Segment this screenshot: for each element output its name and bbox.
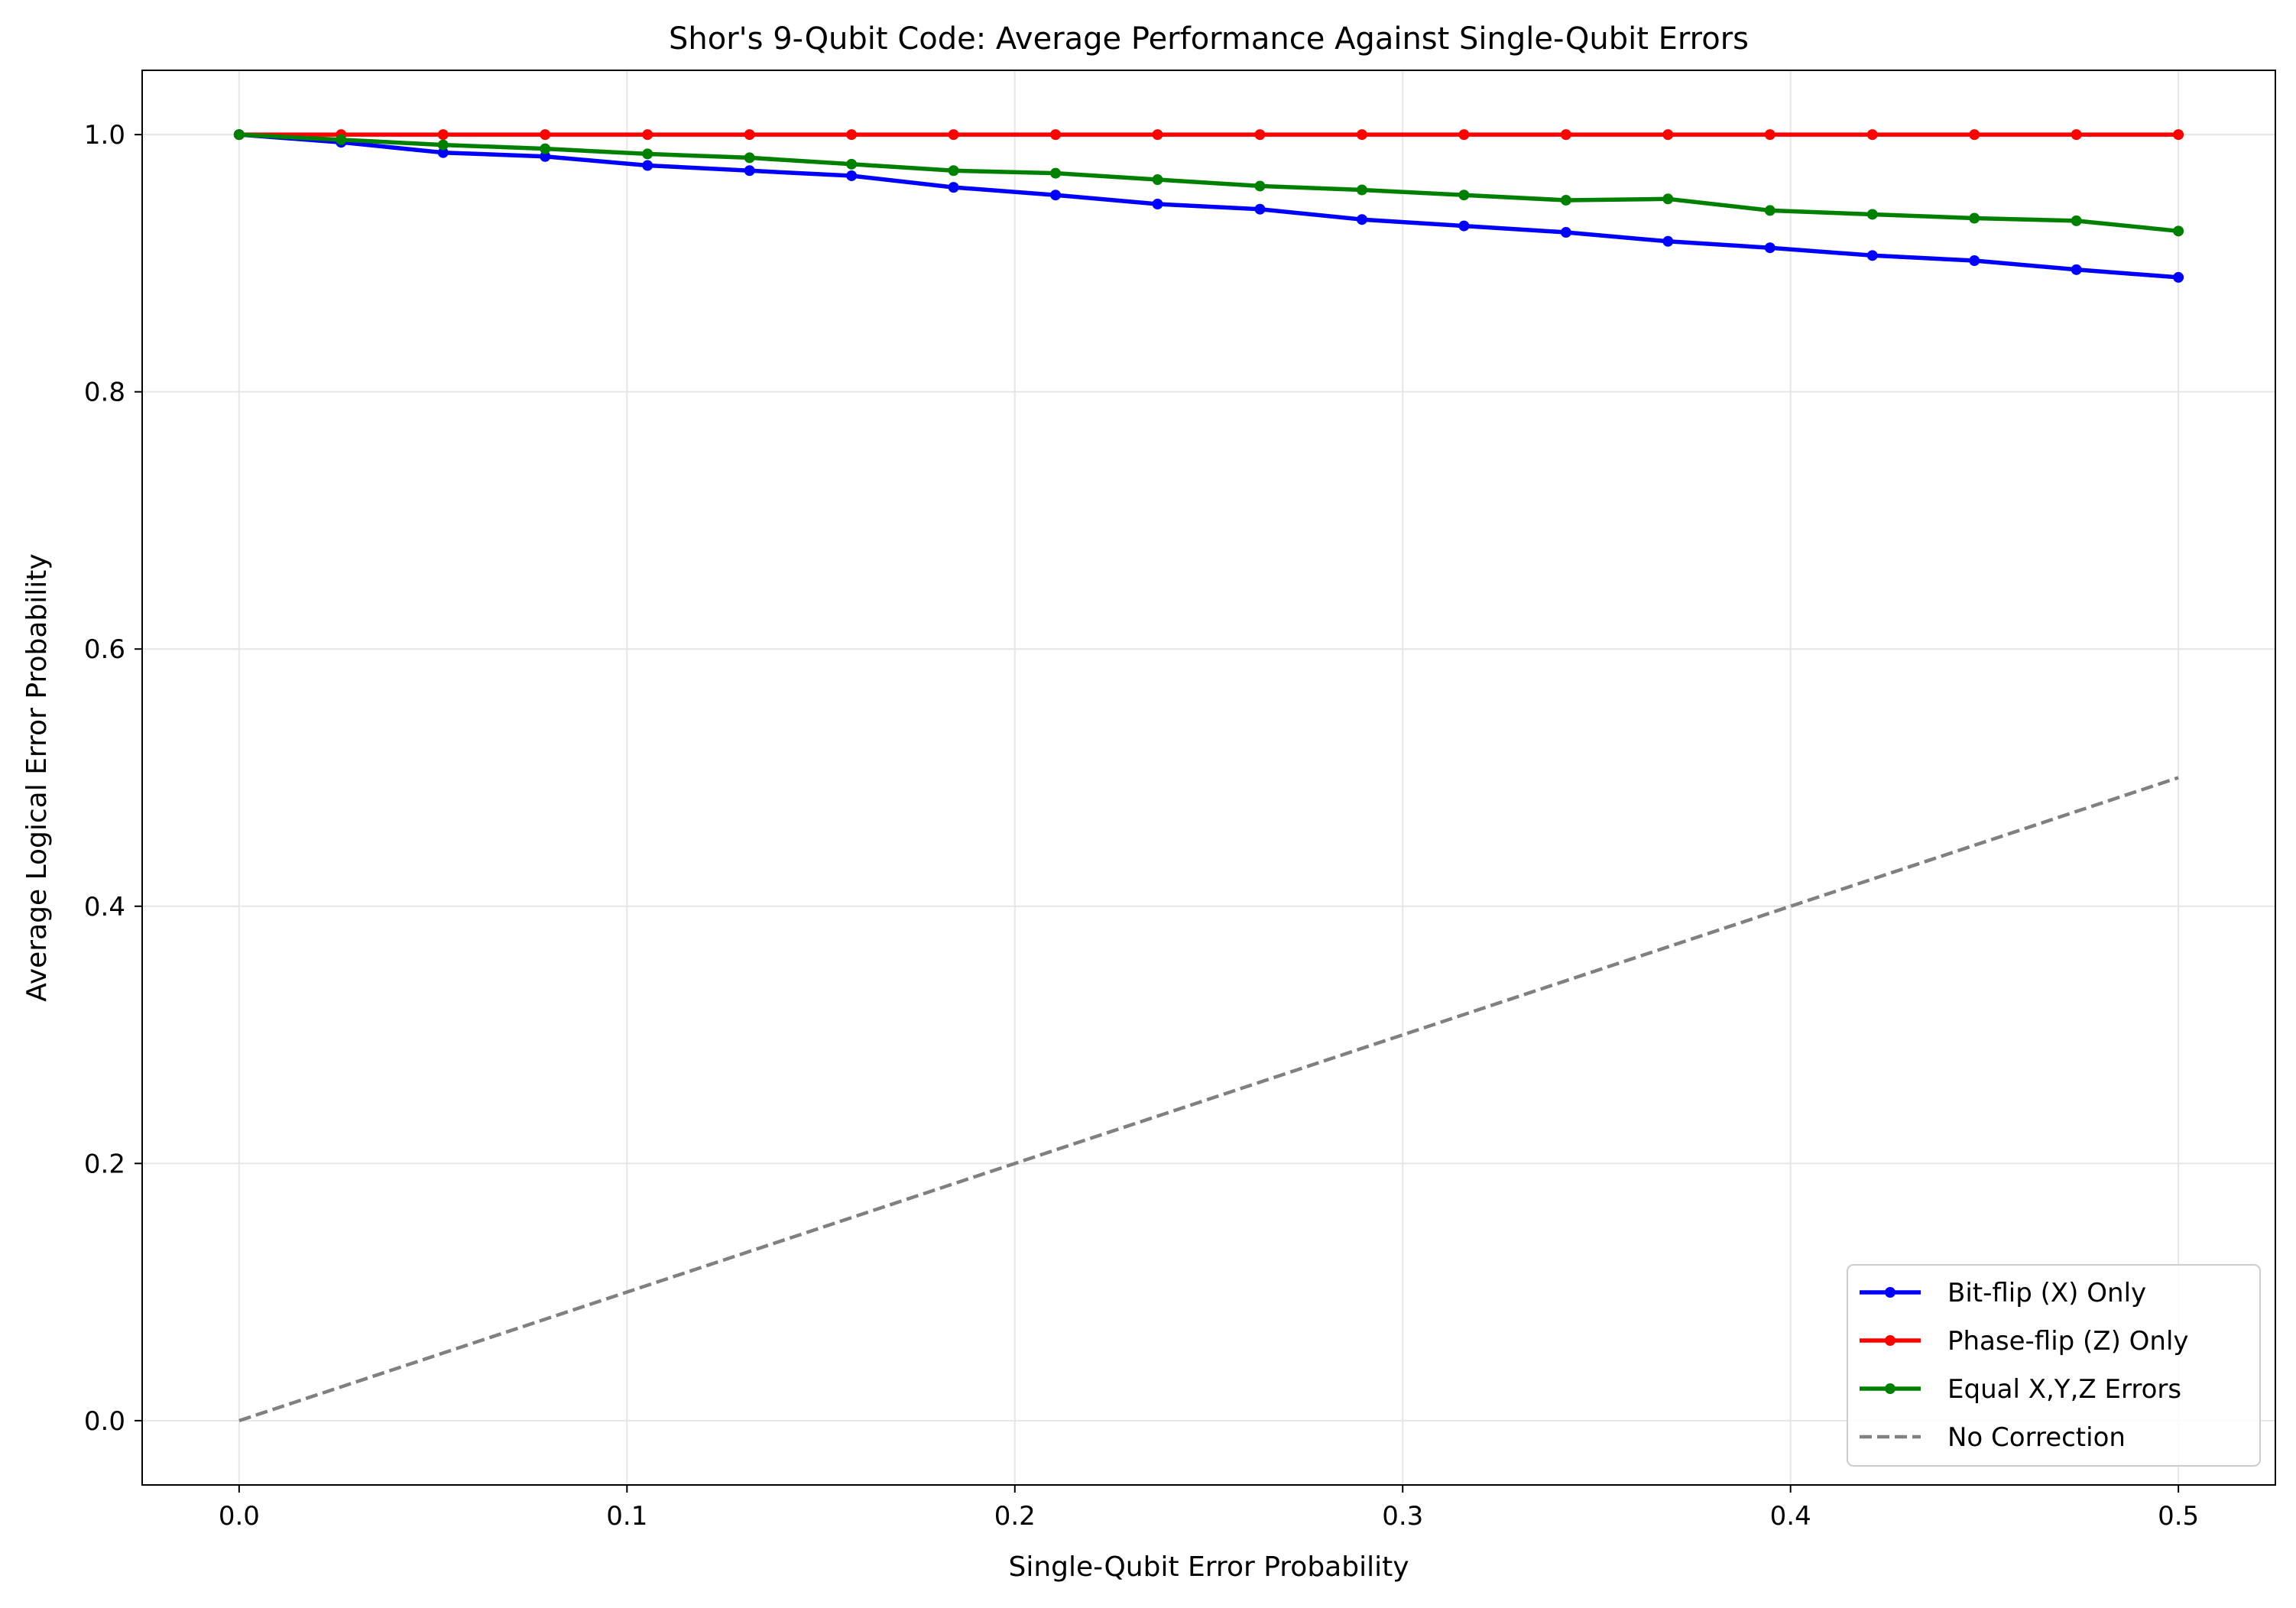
data-point <box>1866 129 1878 141</box>
y-tick-label: 1.0 <box>84 120 125 151</box>
data-point <box>1050 129 1062 141</box>
legend-item: No Correction <box>1860 1422 2126 1453</box>
y-tick-label: 0.0 <box>84 1406 125 1437</box>
data-point <box>1050 167 1062 179</box>
data-point <box>437 147 449 158</box>
data-point <box>1560 129 1571 141</box>
series-phase-flip-z-only <box>233 129 2184 141</box>
data-point <box>1458 129 1470 141</box>
data-point <box>1969 255 1980 267</box>
legend-label: Phase-flip (Z) Only <box>1947 1326 2189 1357</box>
y-axis-label: Average Logical Error Probability <box>21 553 53 1001</box>
data-point <box>1356 214 1367 225</box>
data-point <box>1254 203 1266 215</box>
x-tick-label: 0.1 <box>606 1501 647 1532</box>
legend-marker <box>1885 1335 1895 1346</box>
data-point <box>1662 129 1674 141</box>
series-line-bit-flip-x-only <box>237 132 2181 280</box>
legend: Bit-flip (X) Only Phase-flip (Z) Only Equa… <box>1847 1264 2261 1467</box>
data-point <box>1254 129 1266 141</box>
data-point <box>744 129 755 141</box>
data-point <box>1662 193 1674 205</box>
series-line-equal-x-y-z-errors <box>237 132 2181 234</box>
data-point <box>846 158 858 170</box>
x-tick-label: 0.4 <box>1770 1501 1811 1532</box>
legend-item: Bit-flip (X) Only <box>1860 1278 2146 1308</box>
x-tick-label: 0.2 <box>994 1501 1036 1532</box>
data-point <box>2173 271 2184 283</box>
data-point <box>1662 235 1674 247</box>
data-point <box>642 148 653 160</box>
data-point <box>540 129 551 141</box>
y-tick-label: 0.4 <box>84 892 125 922</box>
data-point <box>1866 250 1878 261</box>
legend-item: Phase-flip (Z) Only <box>1860 1326 2189 1357</box>
data-point <box>437 139 449 151</box>
x-tick-label: 0.0 <box>219 1501 260 1532</box>
axis-ticks: 0.0 0.1 0.2 0.3 0.4 0.5 0.0 0.2 0.4 0.6 0.8 1.0 <box>84 120 2199 1532</box>
data-point <box>2173 129 2184 141</box>
data-point <box>2173 225 2184 237</box>
data-point <box>1356 129 1367 141</box>
data-point <box>1152 174 1163 186</box>
data-point <box>540 143 551 154</box>
data-point <box>846 170 858 181</box>
data-point <box>948 129 959 141</box>
data-point <box>1356 184 1367 196</box>
data-point <box>948 165 959 177</box>
x-axis-label: Single-Qubit Error Probability <box>1008 1551 1409 1583</box>
plot-area-frame <box>141 70 2276 1486</box>
data-point <box>2071 264 2082 275</box>
x-tick-label: 0.3 <box>1382 1501 1423 1532</box>
legend-marker <box>1885 1287 1895 1298</box>
data-point <box>1764 205 1776 216</box>
series-bit-flip-x-only <box>233 129 2184 283</box>
data-point <box>948 182 959 193</box>
y-tick-label: 0.6 <box>84 634 125 665</box>
data-point <box>744 165 755 177</box>
data-point <box>1254 180 1266 192</box>
data-point <box>540 151 551 162</box>
series-line-no-correction <box>238 776 2179 1423</box>
data-point <box>1458 190 1470 201</box>
legend-marker <box>1885 1383 1895 1394</box>
data-point <box>233 129 245 141</box>
series-no-correction <box>238 776 2179 1423</box>
x-tick-label: 0.5 <box>2158 1501 2199 1532</box>
data-point <box>1152 199 1163 210</box>
data-point <box>1764 129 1776 141</box>
data-point <box>846 129 858 141</box>
legend-box <box>1847 1264 2261 1467</box>
legend-label: No Correction <box>1947 1422 2126 1453</box>
data-point <box>437 129 449 141</box>
chart-title: Shor's 9-Qubit Code: Average Performance… <box>669 21 1749 57</box>
data-point <box>2071 215 2082 226</box>
data-point <box>1560 227 1571 238</box>
data-point <box>1764 242 1776 254</box>
data-point <box>642 160 653 171</box>
data-point <box>1050 190 1062 201</box>
data-point <box>1969 129 1980 141</box>
legend-label: Equal X,Y,Z Errors <box>1947 1374 2181 1405</box>
data-point <box>1458 220 1470 232</box>
series-layer <box>233 129 2184 1423</box>
data-point <box>1152 129 1163 141</box>
y-tick-label: 0.8 <box>84 378 125 408</box>
legend-label: Bit-flip (X) Only <box>1947 1278 2146 1308</box>
data-point <box>744 152 755 164</box>
data-point <box>1866 209 1878 220</box>
series-equal-x-y-z-errors <box>233 129 2184 237</box>
data-point <box>336 134 347 145</box>
legend-item: Equal X,Y,Z Errors <box>1860 1374 2181 1405</box>
grid <box>142 70 2275 1485</box>
y-tick-label: 0.2 <box>84 1149 125 1179</box>
data-point <box>1969 212 1980 224</box>
data-point <box>642 129 653 141</box>
data-point <box>2071 129 2082 141</box>
data-point <box>1560 194 1571 206</box>
